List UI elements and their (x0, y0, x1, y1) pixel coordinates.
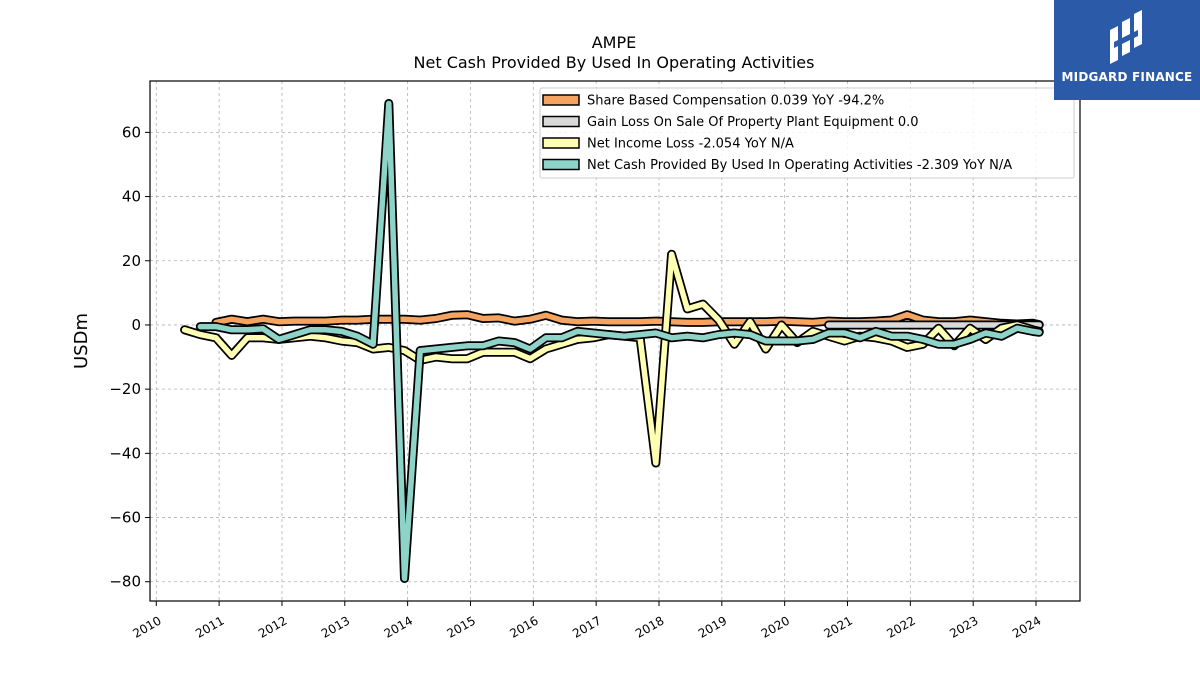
x-tick-label: 2012 (256, 613, 289, 640)
y-tick-label: −40 (109, 444, 141, 462)
brand-name: MIDGARD FINANCE (1061, 70, 1193, 84)
x-tick-label: 2014 (382, 613, 415, 640)
y-axis: 60 40 20 0 −20 −40 −60 −80 (109, 123, 150, 591)
legend-swatch (542, 158, 580, 171)
x-tick-label: 2017 (570, 613, 603, 640)
series-2 (180, 249, 1044, 468)
brand-mark-icon (1110, 10, 1142, 64)
y-axis-label: USDm (71, 313, 92, 369)
legend-swatch (542, 115, 580, 128)
x-tick-label: 2019 (696, 613, 729, 640)
chart-subtitle: Net Cash Provided By Used In Operating A… (414, 53, 815, 72)
chart-title: AMPE (592, 33, 637, 52)
legend-label: Gain Loss On Sale Of Property Plant Equi… (587, 115, 919, 130)
legend-swatch (542, 137, 580, 149)
y-tick-label: 20 (122, 252, 141, 270)
series-line-outline (180, 249, 1044, 468)
brand-logo: MIDGARD FINANCE (1054, 0, 1200, 100)
series-line (181, 251, 1042, 466)
legend: Share Based Compensation 0.039 YoY -94.2… (539, 87, 1075, 179)
legend-label: Net Income Loss -2.054 YoY N/A (587, 137, 794, 152)
y-tick-label: −20 (109, 380, 141, 398)
legend-label: Share Based Compensation 0.039 YoY -94.2… (587, 94, 884, 109)
x-tick-label: 2024 (1010, 613, 1043, 640)
y-tick-label: 0 (131, 316, 141, 334)
series-0 (211, 310, 1044, 330)
x-tick-label: 2021 (822, 613, 855, 640)
series-line (213, 311, 1042, 328)
series-layer (180, 99, 1044, 583)
x-tick-label: 2015 (445, 613, 478, 640)
y-tick-label: −80 (109, 573, 141, 591)
x-tick-label: 2020 (759, 613, 792, 640)
y-tick-label: 60 (122, 123, 141, 141)
plot-frame (149, 80, 1081, 602)
y-tick-label: −60 (109, 509, 141, 527)
x-tick-label: 2022 (884, 613, 917, 640)
series-3 (195, 99, 1044, 583)
x-tick-label: 2023 (947, 613, 980, 640)
y-tick-label: 40 (122, 188, 141, 206)
legend-box (539, 87, 1075, 179)
legend-label: Net Cash Provided By Used In Operating A… (587, 158, 1012, 173)
x-tick-label: 2018 (633, 613, 666, 640)
x-axis: 2010 2011 2012 2013 2014 2015 2016 2017 2018 2019… (130, 601, 1044, 641)
x-tick-label: 2016 (507, 613, 540, 640)
x-tick-label: 2013 (319, 613, 352, 640)
series-line (197, 100, 1042, 582)
legend-swatch (542, 94, 580, 106)
x-tick-label: 2011 (193, 613, 226, 640)
x-tick-label: 2010 (130, 613, 163, 640)
